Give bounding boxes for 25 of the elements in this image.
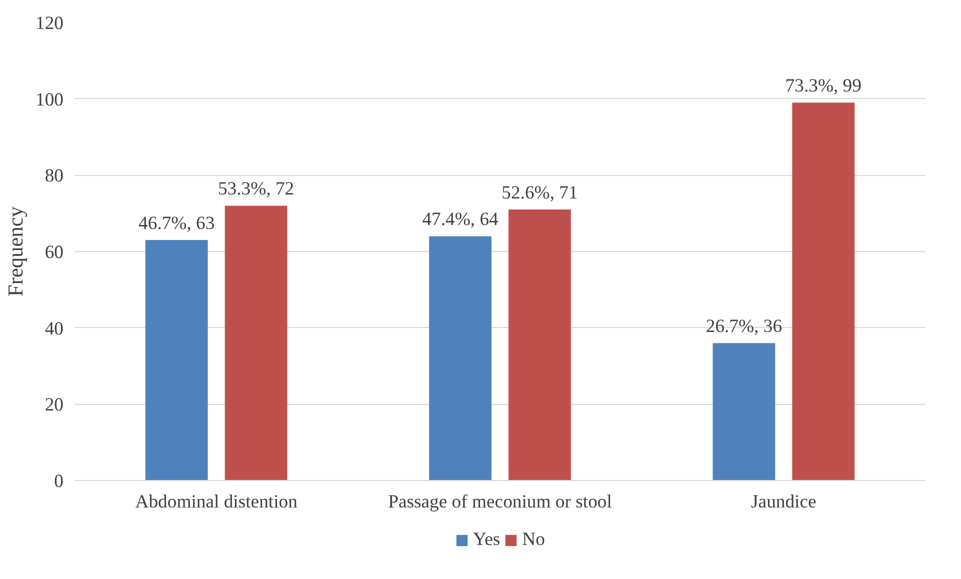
y-tick-label: 60	[44, 242, 64, 263]
x-tick-label: Passage of meconium or stool	[388, 492, 612, 512]
bar	[712, 343, 776, 480]
x-tick-label: Abdominal distention	[135, 492, 298, 512]
legend-label: Yes	[473, 529, 500, 551]
y-tick-label: 100	[36, 89, 64, 110]
bar	[224, 206, 288, 480]
y-tick-label: 40	[44, 318, 64, 340]
data-label: 52.6%, 71	[502, 182, 578, 204]
y-tick-label: 20	[44, 394, 64, 416]
bar	[508, 210, 571, 480]
bar	[792, 102, 855, 480]
data-label: 73.3%, 99	[785, 76, 862, 97]
x-tick-label: Jaundice	[751, 492, 816, 512]
y-tick-label: 120	[36, 13, 64, 34]
data-label: 46.7%, 63	[138, 213, 215, 234]
data-label: 53.3%, 72	[218, 178, 294, 200]
y-tick-label: 80	[44, 166, 64, 187]
bar	[429, 236, 492, 480]
y-tick-label: 0	[54, 471, 64, 492]
legend-label: No	[522, 529, 545, 551]
data-label: 26.7%, 36	[706, 316, 782, 338]
y-axis-title: Frequency	[4, 206, 28, 297]
bar	[145, 240, 208, 480]
data-label: 47.4%, 64	[422, 209, 500, 230]
